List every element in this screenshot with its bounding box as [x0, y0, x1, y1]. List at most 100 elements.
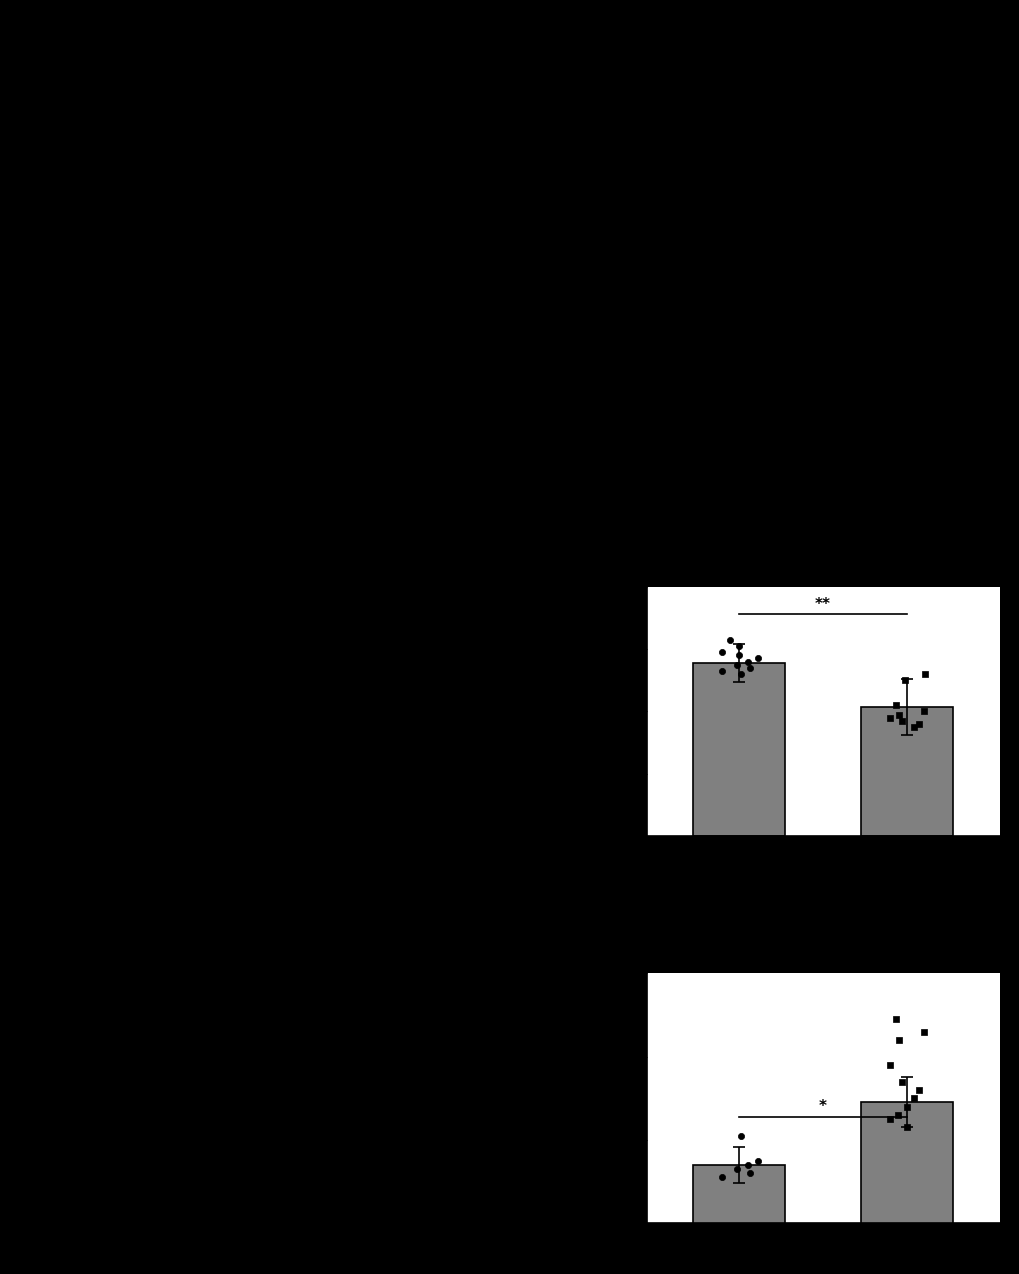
- Circle shape: [365, 608, 388, 637]
- Text: *: *: [818, 1099, 826, 1113]
- Point: [894, 1071, 910, 1092]
- Point: [720, 629, 737, 650]
- Text: Raw image: Raw image: [89, 719, 98, 786]
- Circle shape: [469, 967, 493, 996]
- Text: 0: 0: [534, 166, 545, 181]
- Circle shape: [360, 1162, 391, 1200]
- Point: [713, 642, 730, 662]
- Point: [713, 1167, 730, 1187]
- Point: [880, 1055, 897, 1075]
- Circle shape: [536, 720, 553, 740]
- Point: [896, 670, 912, 691]
- Circle shape: [185, 1171, 196, 1184]
- Point: [713, 661, 730, 682]
- Circle shape: [190, 1112, 201, 1125]
- Point: [898, 1117, 914, 1138]
- Circle shape: [142, 1012, 152, 1024]
- FancyBboxPatch shape: [347, 930, 570, 1210]
- Ellipse shape: [207, 375, 307, 404]
- Point: [739, 651, 755, 671]
- Circle shape: [176, 994, 186, 1006]
- Circle shape: [461, 959, 492, 996]
- Circle shape: [368, 766, 391, 794]
- Circle shape: [534, 1088, 561, 1121]
- Circle shape: [457, 357, 536, 373]
- Circle shape: [361, 857, 373, 873]
- Text: Activated
microglia: Activated microglia: [838, 36, 913, 65]
- Polygon shape: [119, 75, 209, 154]
- Circle shape: [139, 1162, 150, 1175]
- Text: ! "#$%&&: ! "#$%&&: [305, 43, 366, 56]
- Circle shape: [580, 427, 659, 443]
- Circle shape: [145, 1119, 156, 1131]
- Circle shape: [522, 720, 537, 738]
- Point: [887, 696, 903, 716]
- Point: [905, 1088, 921, 1108]
- Circle shape: [410, 387, 489, 404]
- Point: [890, 705, 906, 725]
- Circle shape: [233, 1120, 245, 1133]
- Circle shape: [493, 633, 514, 657]
- Circle shape: [612, 96, 654, 104]
- Point: [732, 664, 748, 684]
- Circle shape: [430, 1073, 457, 1105]
- Text: Computerized
quantification: Computerized quantification: [809, 437, 907, 464]
- Point: [915, 701, 931, 721]
- Point: [749, 648, 765, 669]
- Circle shape: [551, 348, 631, 364]
- Text: 1: 1: [969, 166, 979, 181]
- FancyBboxPatch shape: [355, 326, 714, 484]
- Y-axis label: Microglia Solidity: Microglia Solidity: [596, 1040, 610, 1158]
- Circle shape: [363, 1061, 387, 1089]
- Text: =: =: [335, 54, 352, 68]
- Polygon shape: [85, 54, 234, 196]
- Text: Labelled microglia: Labelled microglia: [89, 1013, 98, 1127]
- Text: ) $*+: ) $*+: [386, 45, 417, 55]
- Circle shape: [853, 93, 913, 106]
- Ellipse shape: [65, 403, 194, 427]
- Bar: [692, 662, 785, 836]
- Text: SOLIDITY: SOLIDITY: [720, 197, 785, 210]
- Point: [731, 636, 747, 656]
- Point: [889, 1105, 905, 1125]
- Circle shape: [536, 808, 555, 832]
- Text: 780 µm: 780 µm: [281, 378, 294, 431]
- Circle shape: [423, 1010, 436, 1027]
- Text: Area of activated microglia: Area of activated microglia: [373, 596, 543, 606]
- Circle shape: [538, 1175, 554, 1195]
- Circle shape: [476, 870, 497, 894]
- Circle shape: [174, 395, 269, 415]
- Circle shape: [386, 684, 405, 706]
- FancyBboxPatch shape: [104, 613, 326, 892]
- Circle shape: [809, 87, 942, 115]
- Text: Area of resting microglia: Area of resting microglia: [138, 596, 292, 606]
- Circle shape: [396, 822, 416, 845]
- Circle shape: [505, 870, 526, 894]
- Circle shape: [512, 836, 527, 855]
- Point: [915, 664, 931, 684]
- FancyBboxPatch shape: [347, 613, 570, 892]
- Text: C: C: [61, 594, 79, 617]
- Circle shape: [504, 377, 584, 394]
- FancyBboxPatch shape: [104, 930, 326, 1210]
- Point: [910, 713, 926, 734]
- Point: [728, 655, 744, 675]
- Point: [739, 1154, 755, 1175]
- Point: [749, 1150, 765, 1171]
- Circle shape: [500, 1046, 526, 1077]
- Point: [731, 645, 747, 665]
- Circle shape: [412, 678, 434, 703]
- Point: [890, 1029, 906, 1050]
- Text: Raw image
processing: Raw image processing: [809, 322, 886, 350]
- Circle shape: [395, 851, 410, 868]
- Bar: [860, 707, 953, 836]
- Point: [898, 1097, 914, 1117]
- Polygon shape: [534, 180, 970, 223]
- Circle shape: [361, 675, 376, 693]
- Circle shape: [539, 722, 560, 748]
- Point: [894, 711, 910, 731]
- Circle shape: [428, 436, 507, 452]
- Circle shape: [436, 767, 455, 790]
- Circle shape: [390, 637, 404, 654]
- Circle shape: [532, 413, 612, 429]
